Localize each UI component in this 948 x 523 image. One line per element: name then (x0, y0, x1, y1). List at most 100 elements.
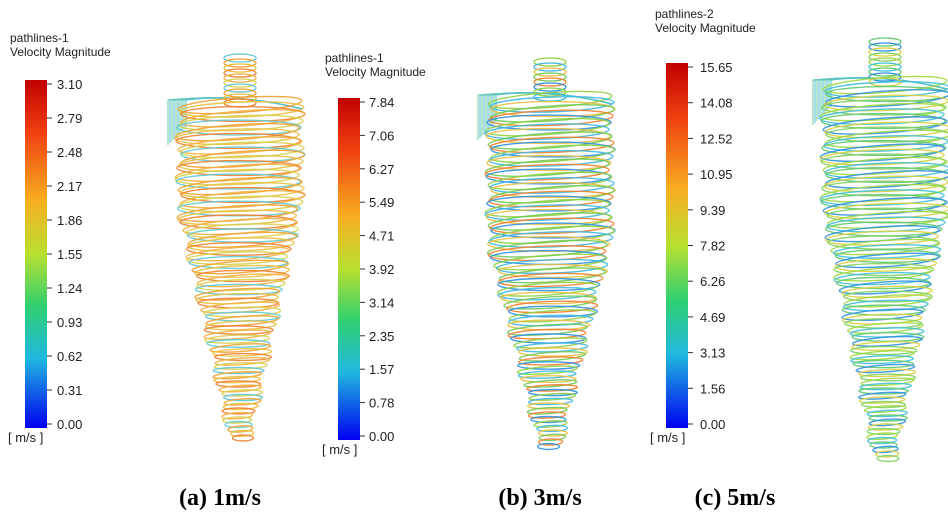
swirl-pathline (517, 356, 584, 366)
cyclone-pathlines (812, 37, 948, 463)
swirl-pathline (212, 348, 273, 357)
swirl-pathline (497, 277, 601, 292)
unit-label: [ m/s ] (8, 430, 43, 445)
swirl-pathline (179, 141, 305, 159)
colorbar-label: 15.65 (700, 60, 733, 75)
swirl-pathline (175, 173, 301, 190)
swirl-pathline (526, 384, 579, 392)
vortex-pathline (868, 62, 902, 72)
swirl-pathline (178, 195, 304, 213)
vortex-pathline (533, 57, 567, 67)
swirl-pathline (484, 117, 610, 137)
legend-subtitle: Velocity Magnitude (655, 21, 756, 35)
swirl-pathline (506, 300, 599, 314)
swirl-pathline (824, 80, 948, 98)
swirl-pathline (212, 366, 265, 375)
swirl-pathline (834, 257, 938, 272)
vortex-pathline (223, 58, 257, 68)
swirl-pathline (833, 271, 931, 286)
swirl-pathline (852, 359, 915, 369)
colorbar-label: 12.52 (700, 131, 733, 146)
colorbar (25, 80, 47, 428)
swirl-pathline (497, 286, 597, 301)
vortex-pathline (868, 52, 902, 62)
swirl-pathline (835, 252, 940, 269)
swirl-pathline (527, 411, 567, 419)
swirl-pathline (822, 116, 948, 135)
swirl-pathline (503, 295, 598, 310)
swirl-pathline (536, 424, 569, 433)
colorbar (666, 63, 688, 428)
colorbar-label: 0.62 (57, 349, 82, 364)
swirl-pathline (824, 202, 948, 220)
swirl-pathline (484, 204, 610, 222)
colorbar-label: 6.26 (700, 274, 725, 289)
swirl-pathline (863, 404, 907, 414)
swirl-pathline (830, 238, 941, 256)
vortex-pathline (868, 67, 902, 77)
vortex-pathline (533, 67, 567, 77)
swirl-pathline (222, 402, 259, 411)
panel-caption: (b) 3m/s (498, 485, 581, 511)
vortex-pathline (223, 73, 257, 83)
swirl-pathline (850, 355, 914, 365)
swirl-pathline (486, 195, 612, 212)
swirl-pathline (206, 339, 271, 348)
swirl-pathline (498, 272, 604, 288)
vortex-pathline (223, 63, 257, 73)
swirl-pathline (859, 373, 917, 382)
colorbar-label: 0.00 (369, 429, 394, 444)
swirl-pathline (485, 208, 611, 226)
swirl-pathline (869, 441, 898, 449)
legend-subtitle: Velocity Magnitude (325, 65, 426, 79)
colorbar-label: 14.08 (700, 96, 733, 111)
swirl-pathline (855, 363, 916, 374)
swirl-pathline (843, 290, 933, 303)
colorbar-label: 0.00 (57, 417, 82, 432)
swirl-pathline (224, 420, 253, 429)
swirl-pathline (204, 334, 271, 344)
swirl-pathline (868, 418, 907, 427)
swirl-pathline (520, 374, 577, 384)
swirl-pathline (195, 278, 286, 292)
swirl-pathline (821, 99, 947, 116)
colorbar-label: 2.79 (57, 111, 82, 126)
swirl-pathline (849, 350, 915, 361)
vortex-pathline (868, 42, 902, 52)
swirl-pathline (175, 132, 301, 150)
swirl-pathline (176, 119, 302, 136)
swirl-pathline (819, 102, 945, 122)
vortex-pathline (868, 57, 902, 67)
swirl-pathline (203, 325, 274, 335)
swirl-pathline (819, 183, 945, 203)
colorbar-label: 4.69 (700, 310, 725, 325)
swirl-pathline (194, 264, 291, 279)
swirl-pathline (485, 168, 611, 185)
swirl-pathline (213, 361, 268, 370)
swirl-pathline (876, 454, 900, 463)
cyclone-pathlines (167, 53, 306, 442)
colorbar-label: 4.71 (369, 229, 394, 244)
swirl-pathline (538, 429, 568, 437)
swirl-pathline (223, 397, 262, 406)
swirl-pathline (824, 161, 948, 179)
colorbar-label: 6.27 (369, 162, 394, 177)
swirl-pathline (838, 280, 932, 295)
colorbar-label: 2.48 (57, 145, 82, 160)
vortex-pathline (868, 37, 902, 47)
swirl-pathline (205, 315, 280, 327)
swirl-pathline (825, 166, 948, 184)
swirl-pathline (530, 415, 567, 424)
swirl-pathline (215, 380, 262, 388)
vortex-pathline (533, 77, 567, 87)
swirl-pathline (487, 131, 613, 150)
swirl-pathline (487, 90, 613, 110)
colorbar-label: 7.06 (369, 128, 394, 143)
swirl-pathline (221, 407, 256, 415)
swirl-pathline (526, 406, 568, 415)
swirl-pathline (176, 159, 302, 177)
swirl-pathline (518, 351, 587, 362)
swirl-pathline (187, 231, 298, 249)
swirl-pathline (221, 389, 264, 397)
